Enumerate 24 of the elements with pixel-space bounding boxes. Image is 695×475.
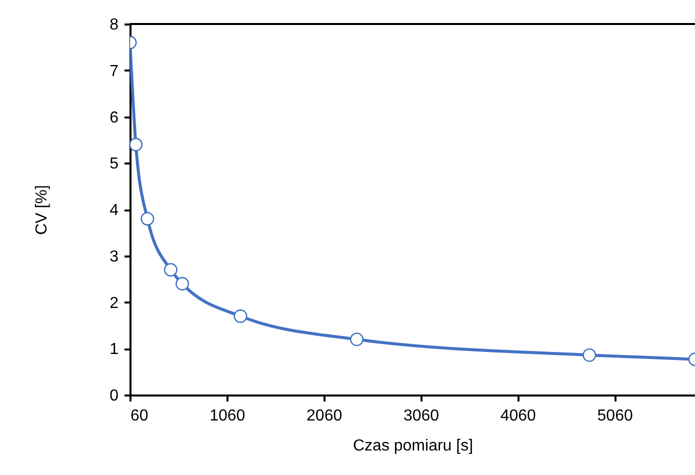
y-tick-label: 4 bbox=[110, 202, 119, 219]
x-tick-label: 1060 bbox=[210, 408, 246, 424]
point bbox=[164, 263, 178, 277]
y-tick-label: 2 bbox=[110, 294, 119, 312]
point bbox=[234, 309, 248, 323]
y-tick-label: 5 bbox=[110, 156, 119, 173]
x-tick-label: 2060 bbox=[306, 408, 342, 424]
y-tick-label: 0 bbox=[110, 388, 119, 404]
point bbox=[582, 348, 596, 362]
x-axis-title: Czas pomiaru [s] bbox=[352, 438, 474, 454]
x-tick-label: 3060 bbox=[403, 408, 440, 424]
y-tick-label: 6 bbox=[110, 109, 119, 126]
point bbox=[350, 332, 364, 346]
x-tick-label: 4060 bbox=[500, 408, 536, 424]
x-tick-label: 60 bbox=[130, 408, 148, 424]
point bbox=[140, 212, 154, 226]
point bbox=[130, 138, 143, 152]
y-tick-label: 1 bbox=[110, 341, 119, 358]
y-tick-label: 3 bbox=[110, 248, 119, 266]
y-tick-label: 8 bbox=[110, 16, 119, 34]
y-tick-label: 7 bbox=[110, 62, 119, 80]
x-tick-label: 5060 bbox=[597, 408, 633, 424]
y-axis-title: CV [%] bbox=[34, 185, 51, 235]
point bbox=[176, 276, 190, 290]
